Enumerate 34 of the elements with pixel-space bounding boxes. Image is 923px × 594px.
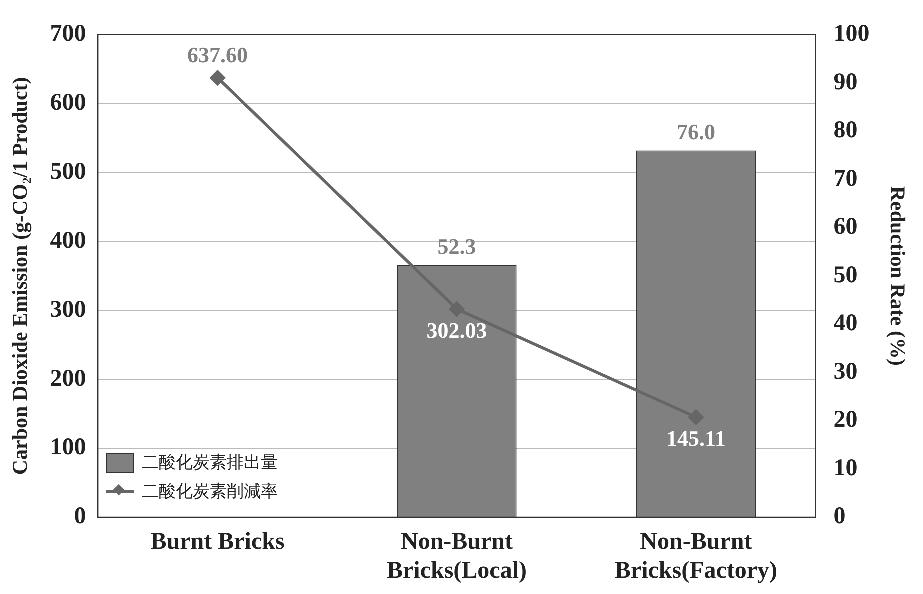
- y-axis-title: Carbon Dioxide Emission (g-CO₂/1 Product): [8, 77, 32, 476]
- y2-tick-label: 50: [834, 262, 858, 288]
- y2-tick-label: 20: [834, 407, 858, 434]
- point: [210, 70, 226, 86]
- data-label: 145.11: [666, 426, 726, 452]
- data-label: 302.03: [426, 318, 488, 343]
- y-tick-label: 300: [50, 296, 86, 323]
- legend-label: 二酸化炭素削減率: [142, 481, 278, 504]
- x-tick-label: Burnt Bricks: [150, 529, 285, 556]
- data-label: 637.60: [188, 42, 248, 68]
- y2-tick-label: 10: [834, 455, 858, 482]
- legend-label: 二酸化炭素排出量: [142, 452, 278, 474]
- y2-tick-label: 60: [834, 214, 858, 240]
- y2-tick-label: 0: [834, 504, 846, 530]
- y2-tick-label: 30: [834, 358, 858, 385]
- y-tick-label: 700: [50, 21, 86, 48]
- y2-tick-label: 70: [834, 166, 858, 192]
- y-tick-label: 0: [74, 504, 86, 530]
- y2-tick-label: 90: [834, 69, 858, 96]
- y-tick-label: 500: [50, 159, 86, 186]
- y2-tick-label: 100: [834, 21, 870, 48]
- point: [450, 302, 464, 317]
- y2-tick-label: 40: [834, 310, 858, 337]
- y-tick-label: 100: [50, 434, 86, 461]
- y-tick-label: 400: [50, 228, 86, 254]
- data-label: 52.3: [438, 234, 476, 259]
- data-label: 76.0: [676, 119, 716, 144]
- x-tick-label: Non-Burnt Bricks(Local): [387, 529, 527, 584]
- point: [688, 410, 704, 425]
- x-tick-label: Non-Burnt Bricks(Factory): [614, 529, 778, 584]
- y-tick-label: 200: [50, 366, 86, 392]
- y2-axis-title: Reduction Rate (%): [886, 186, 910, 366]
- y-tick-label: 600: [50, 90, 86, 116]
- y2-tick-label: 80: [834, 118, 858, 144]
